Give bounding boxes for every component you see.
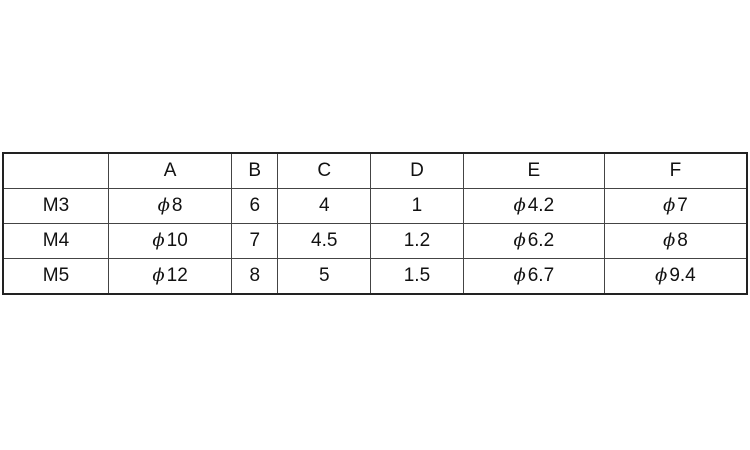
table-row: M5 ϕ 12 8 5 1.5 ϕ 6.7 ϕ 9.4 [2, 258, 748, 295]
row-header: M4 [2, 223, 109, 259]
table-cell: 4 [277, 188, 372, 224]
table-row: M3 ϕ 8 6 4 1 ϕ 4.2 ϕ 7 [2, 188, 748, 224]
table-cell: 6 [231, 188, 279, 224]
table-cell: ϕ 4.2 [462, 188, 605, 224]
cell-value: 4.5 [311, 230, 338, 251]
table-cell: ϕ 12 [107, 258, 233, 295]
table-cell: 4.5 [277, 223, 372, 259]
cell-value: 7 [677, 195, 688, 216]
cell-value: 8 [677, 230, 688, 251]
column-header: F [603, 152, 748, 189]
row-header: M5 [2, 258, 109, 295]
column-header: A [107, 152, 233, 189]
diameter-symbol: ϕ [655, 265, 668, 286]
row-header: M3 [2, 188, 109, 224]
table-cell: 1.5 [370, 258, 464, 295]
diameter-symbol: ϕ [157, 195, 170, 216]
cell-value: 5 [318, 265, 330, 286]
table-cell: 5 [277, 258, 372, 295]
column-header: E [462, 152, 605, 189]
table-cell: ϕ 9.4 [603, 258, 748, 295]
diameter-symbol: ϕ [662, 195, 676, 216]
cell-value: 1.2 [403, 230, 431, 251]
corner-cell [2, 152, 109, 189]
table-cell: ϕ 10 [107, 223, 233, 259]
table-cell: ϕ 6.2 [462, 223, 605, 259]
diameter-symbol: ϕ [662, 230, 676, 251]
cell-value: 6.7 [527, 265, 555, 286]
column-header: B [231, 152, 279, 189]
table-cell: 1.2 [370, 223, 464, 259]
table-cell: 1 [370, 188, 464, 224]
cell-value: 4.2 [527, 195, 555, 216]
diameter-symbol: ϕ [513, 265, 526, 286]
cell-value: 8 [171, 195, 183, 216]
diameter-symbol: ϕ [152, 265, 165, 286]
cell-value: 6 [249, 195, 261, 216]
cell-value: 4 [318, 195, 330, 216]
table-row: M4 ϕ 10 7 4.5 1.2 ϕ 6.2 ϕ 8 [2, 223, 748, 259]
table-cell: ϕ 6.7 [462, 258, 605, 295]
cell-value: 1.5 [403, 265, 431, 286]
diameter-symbol: ϕ [152, 230, 165, 251]
table-cell: 8 [231, 258, 279, 295]
dimension-table: A B C D E F M3 ϕ 8 6 4 1 ϕ 4.2 ϕ 7 M4 ϕ 10 7 4.5 1.2 ϕ 6.2 ϕ 8 M5 ϕ… [2, 152, 748, 295]
cell-value: 9.4 [669, 265, 696, 286]
cell-value: 1 [411, 195, 423, 216]
column-header: C [277, 152, 372, 189]
table-cell: 7 [231, 223, 279, 259]
column-header: D [370, 152, 464, 189]
cell-value: 12 [166, 265, 188, 286]
diameter-symbol: ϕ [513, 230, 526, 251]
cell-value: 10 [166, 230, 188, 251]
cell-value: 6.2 [527, 230, 555, 251]
cell-value: 8 [249, 265, 261, 286]
diameter-symbol: ϕ [513, 195, 526, 216]
cell-value: 7 [249, 230, 261, 251]
